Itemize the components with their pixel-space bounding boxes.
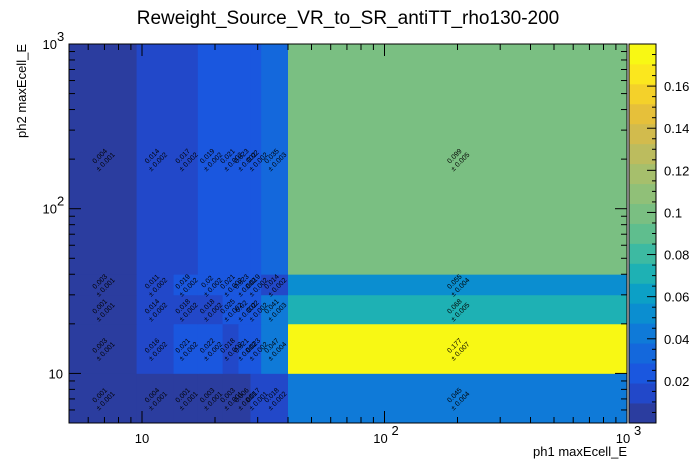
heatmap-cell — [238, 44, 251, 275]
x-tick-label: 10 — [135, 431, 149, 446]
heatmap-cell — [238, 373, 251, 424]
heatmap-cell — [250, 44, 262, 275]
heatmap-cell — [222, 274, 239, 296]
heatmap-cell — [250, 373, 262, 424]
heatmap-cell — [287, 294, 628, 325]
heatmap-cell — [222, 323, 239, 374]
colorbar-tick-label: 0.04 — [664, 332, 689, 347]
x-tick-label: 10 — [373, 431, 387, 446]
heatmap-cell — [69, 294, 137, 325]
y-tick-exponent: 3 — [57, 29, 64, 44]
colorbar-segment — [629, 83, 656, 105]
colorbar-tick-label: 0.14 — [664, 121, 689, 136]
heatmap-cell — [197, 294, 224, 325]
heatmap-cell — [222, 373, 239, 424]
heatmap-cell — [287, 274, 628, 296]
colorbar-segment — [629, 343, 656, 364]
heatmap-cell — [69, 373, 137, 424]
colorbar-segment — [629, 403, 656, 424]
colorbar-tick-label: 0.1 — [664, 205, 682, 220]
heatmap-cell — [69, 44, 137, 275]
heatmap-cell — [261, 274, 289, 296]
heatmap-cell — [287, 373, 628, 424]
colorbar-segment — [629, 44, 656, 65]
y-tick-exponent: 2 — [57, 194, 64, 209]
colorbar-segment — [629, 103, 656, 125]
heatmap-cell — [238, 323, 251, 374]
heatmap-cell — [197, 44, 224, 275]
y-tick-label: 10 — [43, 202, 57, 217]
colorbar-segment — [629, 323, 656, 344]
colorbar-segment — [629, 183, 656, 204]
colorbar-tick-label: 0.12 — [664, 163, 689, 178]
plot-frame — [68, 43, 628, 424]
colorbar-tick-label: 0.02 — [664, 374, 689, 389]
heatmap-cell — [173, 44, 199, 275]
heatmap-cell — [250, 323, 262, 374]
heatmap-cell — [261, 323, 289, 374]
colorbar-segment — [629, 203, 656, 224]
heatmap-cell — [197, 373, 224, 424]
heatmap-cell — [197, 274, 224, 296]
heatmap-cell — [69, 274, 137, 296]
x-axis-label: ph1 maxEcell_E — [533, 444, 627, 459]
colorbar-tick-label: 0.08 — [664, 248, 689, 263]
y-tick-label: 10 — [43, 37, 57, 52]
heatmap-cell — [250, 294, 262, 325]
heatmap-cell — [261, 294, 289, 325]
colorbar-segment — [629, 263, 656, 284]
colorbar-segment — [629, 383, 656, 404]
heatmap-cell — [261, 44, 289, 275]
colorbar-segment — [629, 63, 656, 85]
heatmap-cell — [136, 294, 175, 325]
heatmap-cells — [69, 44, 628, 424]
colorbar-segment — [629, 123, 656, 145]
chart-title: Reweight_Source_VR_to_SR_antiTT_rho130-2… — [137, 8, 559, 29]
x-axis-ticks: 10 10 2 10 3 — [68, 44, 641, 446]
heatmap-cell — [136, 323, 175, 374]
colorbar-segment — [629, 363, 656, 384]
y-axis-label: ph2 maxEcell_E — [14, 44, 29, 138]
colorbar-tick-label: 0.16 — [664, 79, 689, 94]
colorbar: 0.02 0.04 0.06 0.08 0.1 0.12 0.14 0.16 — [628, 43, 689, 424]
colorbar-tick-label: 0.06 — [664, 290, 689, 305]
y-tick-label: 10 — [49, 366, 63, 381]
colorbar-segment — [629, 223, 656, 244]
heatmap-cell — [287, 323, 628, 374]
heatmap-cell — [287, 44, 628, 275]
colorbar-segment — [629, 283, 656, 304]
colorbar-segment — [629, 163, 656, 185]
heatmap-cell — [261, 373, 289, 424]
heatmap-cell — [238, 294, 251, 325]
heatmap-cell — [173, 294, 199, 325]
heatmap-cell — [222, 294, 239, 325]
heatmap-cell — [222, 44, 239, 275]
heatmap-cell — [173, 373, 199, 424]
heatmap-cell — [250, 274, 262, 296]
heatmap-cell — [69, 323, 137, 374]
heatmap-cell — [136, 274, 175, 296]
x-tick-exponent: 2 — [391, 423, 398, 438]
heatmap-cell — [136, 373, 175, 424]
heatmap-cell — [136, 44, 175, 275]
colorbar-segment — [629, 303, 656, 324]
colorbar-segment — [629, 143, 656, 165]
heatmap-cell — [173, 323, 199, 374]
colorbar-segment — [629, 243, 656, 264]
heatmap-cell — [197, 323, 224, 374]
x-tick-label: 10 — [616, 431, 630, 446]
heatmap-cell — [238, 274, 251, 296]
heatmap-cell — [173, 274, 199, 296]
x-tick-exponent: 3 — [634, 423, 641, 438]
